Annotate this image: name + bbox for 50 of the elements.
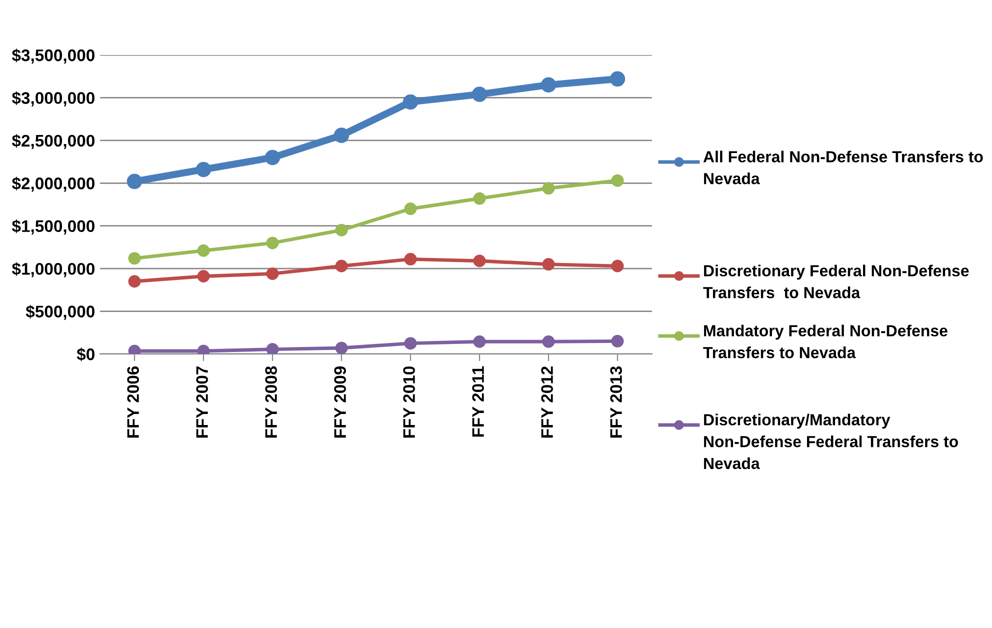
legend-label: Discretionary/Mandatory Non-Defense Federal Transfers to Nevada bbox=[704, 414, 958, 470]
x-tick-label: FFY 2007 bbox=[196, 366, 208, 438]
point bbox=[335, 342, 348, 354]
point bbox=[264, 150, 280, 166]
point bbox=[196, 162, 212, 178]
point bbox=[335, 260, 348, 272]
point bbox=[610, 71, 626, 87]
point bbox=[472, 86, 488, 102]
point bbox=[266, 343, 279, 354]
x-tick-label: FFY 2008 bbox=[265, 366, 277, 438]
point bbox=[542, 335, 555, 348]
y-tick-label: $2,500,000 bbox=[12, 134, 94, 150]
point bbox=[126, 174, 142, 190]
x-tick-label: FFY 2010 bbox=[403, 366, 415, 438]
point bbox=[197, 270, 210, 283]
x-tick-label: FFY 2013 bbox=[610, 366, 622, 438]
point bbox=[334, 128, 350, 143]
point bbox=[611, 260, 624, 272]
y-tick-label: $3,500,000 bbox=[12, 48, 94, 64]
point bbox=[404, 337, 417, 350]
point bbox=[128, 275, 141, 288]
point bbox=[473, 192, 486, 205]
point bbox=[611, 334, 624, 348]
point bbox=[402, 94, 418, 110]
x-tick-label: FFY 2011 bbox=[472, 366, 484, 437]
point bbox=[404, 252, 417, 266]
point bbox=[473, 335, 486, 348]
point bbox=[540, 77, 556, 93]
y-tick-label: $2,000,000 bbox=[12, 176, 94, 192]
point bbox=[542, 258, 555, 271]
legend-label: Mandatory Federal Non-Defense Transfers to Nevada bbox=[703, 324, 948, 358]
y-tick-label: $0 bbox=[76, 348, 94, 362]
point bbox=[542, 182, 555, 195]
point bbox=[611, 174, 624, 187]
point bbox=[197, 244, 210, 257]
point bbox=[404, 202, 417, 216]
point bbox=[266, 236, 279, 250]
y-tick-label: $500,000 bbox=[26, 304, 94, 320]
legend-label: Discretionary Federal Non-Defense Transfers to Nevada bbox=[703, 264, 969, 298]
legend-label: All Federal Non-Defense Transfers to Nevada bbox=[703, 150, 983, 184]
y-tick-label: $3,000,000 bbox=[12, 91, 94, 106]
x-tick-label: FFY 2012 bbox=[541, 366, 553, 438]
y-tick-label: $1,000,000 bbox=[12, 262, 94, 278]
point bbox=[473, 254, 486, 268]
point bbox=[128, 252, 141, 265]
point bbox=[335, 224, 348, 236]
y-tick-label: $1,500,000 bbox=[12, 220, 94, 234]
x-tick-label: FFY 2006 bbox=[127, 366, 139, 438]
point bbox=[266, 267, 279, 280]
x-tick-label: FFY 2009 bbox=[334, 366, 346, 438]
